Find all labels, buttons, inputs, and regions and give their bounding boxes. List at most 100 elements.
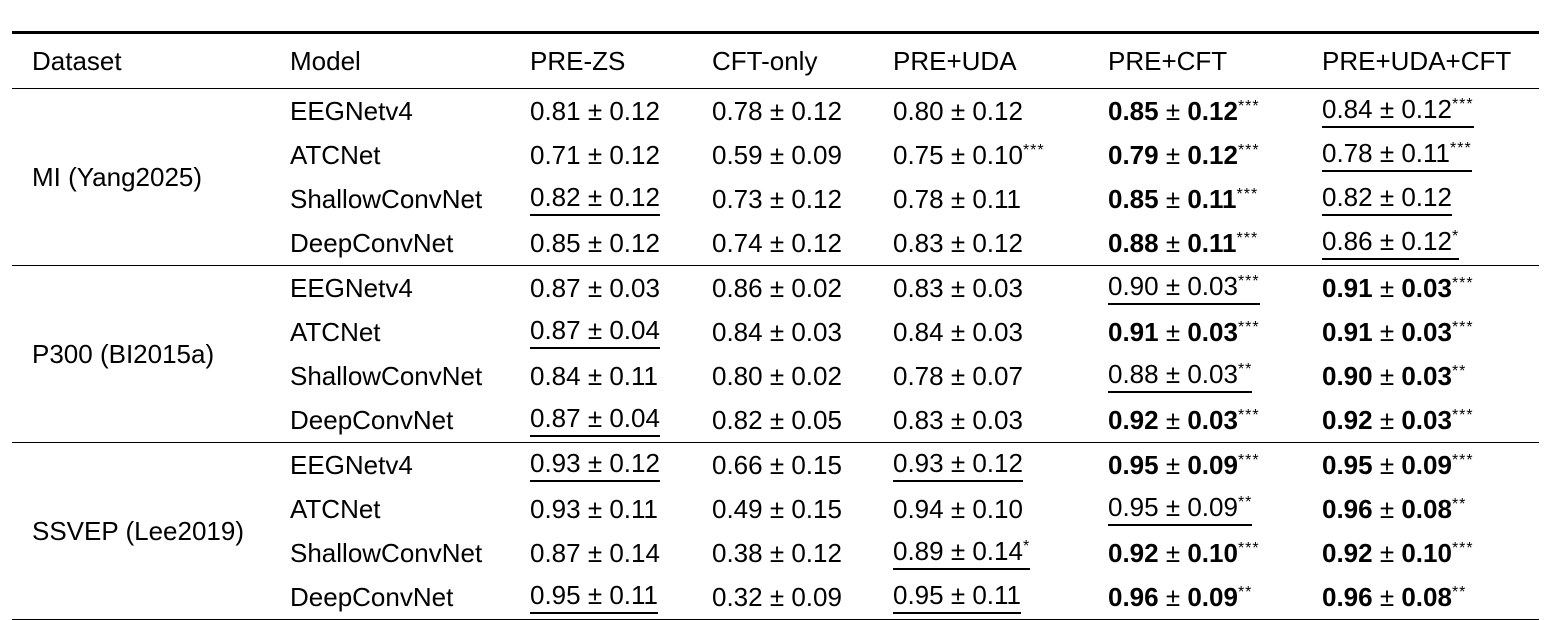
- significance-stars: **: [1451, 362, 1467, 380]
- significance-stars: ***: [1237, 318, 1260, 336]
- result-value: 0.78 ± 0.11: [893, 183, 1022, 214]
- result-value: 0.73 ± 0.12: [712, 183, 842, 214]
- result-value: 0.82 ± 0.12: [530, 182, 660, 216]
- result-cell: 0.95 ± 0.11: [893, 575, 1108, 620]
- result-value: 0.90 ± 0.03**: [1322, 360, 1467, 391]
- result-value: 0.84 ± 0.03: [712, 316, 842, 347]
- result-cell: 0.87 ± 0.04: [530, 398, 712, 443]
- result-cell: 0.92 ± 0.03***: [1108, 398, 1322, 443]
- table-row: ShallowConvNet 0.82 ± 0.12 0.73 ± 0.12 0.78…: [12, 177, 1539, 221]
- table-row: SSVEP (Lee2019) EEGNetv4 0.93 ± 0.12 0.66 ±…: [12, 443, 1539, 545]
- result-cell: 0.85 ± 0.11***: [1108, 177, 1322, 221]
- result-value: 0.92 ± 0.03***: [1108, 404, 1260, 435]
- result-value: 0.95 ± 0.09***: [1322, 449, 1474, 480]
- result-cell: 0.49 ± 0.15: [712, 487, 893, 531]
- result-cell: 0.93 ± 0.12: [530, 443, 712, 488]
- table-row: MI (Yang2025) EEGNetv4 0.81 ± 0.12 0.78 ± 0…: [12, 89, 1539, 192]
- result-cell: 0.86 ± 0.02: [712, 266, 893, 311]
- result-cell: 0.78 ± 0.07: [893, 354, 1108, 398]
- model-label: ShallowConvNet: [290, 183, 483, 214]
- result-value: 0.82 ± 0.05: [712, 404, 842, 435]
- result-cell: 0.84 ± 0.03: [712, 310, 893, 354]
- result-cell: 0.90 ± 0.03***: [1108, 266, 1322, 311]
- result-value: 0.88 ± 0.11***: [1108, 227, 1259, 258]
- result-value: 0.96 ± 0.09**: [1108, 581, 1253, 612]
- result-value: 0.93 ± 0.12: [893, 448, 1023, 482]
- result-cell: 0.85 ± 0.12***: [1108, 89, 1322, 134]
- model-label: EEGNetv4: [290, 272, 413, 303]
- table-row: DeepConvNet 0.95 ± 0.11 0.32 ± 0.09 0.95 ± …: [12, 575, 1539, 620]
- significance-stars: **: [1451, 583, 1467, 601]
- result-cell: 0.92 ± 0.10***: [1322, 531, 1539, 575]
- column-header-pre-uda-cft: PRE+UDA+CFT: [1322, 45, 1512, 76]
- column-header-pre-uda: PRE+UDA: [893, 45, 1017, 76]
- result-cell: 0.87 ± 0.14: [530, 531, 712, 575]
- result-cell: 0.90 ± 0.03**: [1322, 354, 1539, 398]
- result-value: 0.91 ± 0.03***: [1322, 272, 1474, 303]
- result-cell: 0.91 ± 0.03***: [1322, 310, 1539, 354]
- dataset-label: P300 (BI2015a): [32, 338, 215, 369]
- column-header-cft-only: CFT-only: [712, 45, 818, 76]
- column-header-dataset: Dataset: [32, 45, 122, 76]
- result-cell: 0.82 ± 0.05: [712, 398, 893, 443]
- result-value: 0.87 ± 0.03: [530, 272, 660, 303]
- result-value: 0.95 ± 0.11: [530, 580, 659, 614]
- column-header-pre-cft: PRE+CFT: [1108, 45, 1228, 76]
- result-cell: 0.75 ± 0.10***: [893, 133, 1108, 177]
- result-value: 0.83 ± 0.03: [893, 272, 1023, 303]
- dataset-group: MI (Yang2025) EEGNetv4 0.81 ± 0.12 0.78 ± 0…: [12, 89, 1539, 266]
- significance-stars: ***: [1451, 274, 1474, 292]
- result-value: 0.75 ± 0.10***: [893, 139, 1045, 170]
- result-cell: 0.89 ± 0.14*: [893, 531, 1108, 575]
- result-value: 0.81 ± 0.12: [530, 95, 660, 126]
- significance-stars: *: [1451, 228, 1460, 246]
- results-table-container: Dataset Model PRE-ZS CFT-only PRE+UDA PR…: [12, 31, 1539, 620]
- table-row: ATCNet 0.71 ± 0.12 0.59 ± 0.09 0.75 ± 0.10*…: [12, 133, 1539, 177]
- result-value: 0.84 ± 0.03: [893, 316, 1023, 347]
- significance-stars: ***: [1237, 97, 1260, 115]
- result-value: 0.84 ± 0.12***: [1322, 94, 1474, 128]
- model-label: ATCNet: [290, 493, 381, 524]
- result-value: 0.95 ± 0.09***: [1108, 449, 1260, 480]
- result-value: 0.78 ± 0.12: [712, 95, 842, 126]
- result-cell: 0.96 ± 0.09**: [1108, 575, 1322, 620]
- results-table: Dataset Model PRE-ZS CFT-only PRE+UDA PR…: [12, 31, 1539, 620]
- significance-stars: **: [1451, 495, 1467, 513]
- table-row: P300 (BI2015a) EEGNetv4 0.87 ± 0.03 0.86 ± …: [12, 266, 1539, 368]
- significance-stars: ***: [1237, 451, 1260, 469]
- result-cell: 0.88 ± 0.11***: [1108, 221, 1322, 266]
- table-row: DeepConvNet 0.85 ± 0.12 0.74 ± 0.12 0.83 ± …: [12, 221, 1539, 266]
- significance-stars: ***: [1451, 406, 1474, 424]
- result-value: 0.87 ± 0.04: [530, 315, 660, 349]
- dataset-label: SSVEP (Lee2019): [32, 515, 244, 546]
- result-value: 0.92 ± 0.03***: [1322, 404, 1474, 435]
- result-cell: 0.93 ± 0.12: [893, 443, 1108, 488]
- result-cell: 0.82 ± 0.12: [530, 177, 712, 221]
- result-cell: 0.78 ± 0.11: [893, 177, 1108, 221]
- result-cell: 0.80 ± 0.02: [712, 354, 893, 398]
- result-value: 0.79 ± 0.12***: [1108, 139, 1260, 170]
- result-cell: 0.81 ± 0.12: [530, 89, 712, 134]
- result-value: 0.74 ± 0.12: [712, 227, 842, 258]
- result-value: 0.88 ± 0.03**: [1108, 359, 1253, 393]
- result-cell: 0.94 ± 0.10: [893, 487, 1108, 531]
- result-value: 0.80 ± 0.12: [893, 95, 1023, 126]
- model-label: ShallowConvNet: [290, 360, 483, 391]
- model-label: ATCNet: [290, 316, 381, 347]
- result-value: 0.32 ± 0.09: [712, 581, 842, 612]
- model-label: ATCNet: [290, 139, 381, 170]
- header-row: Dataset Model PRE-ZS CFT-only PRE+UDA PR…: [12, 33, 1539, 89]
- result-value: 0.80 ± 0.02: [712, 360, 842, 391]
- result-cell: 0.71 ± 0.12: [530, 133, 712, 177]
- result-value: 0.78 ± 0.07: [893, 360, 1023, 391]
- result-value: 0.95 ± 0.09**: [1108, 492, 1253, 526]
- result-cell: 0.91 ± 0.03***: [1108, 310, 1322, 354]
- result-value: 0.71 ± 0.12: [530, 139, 660, 170]
- result-cell: 0.92 ± 0.10***: [1108, 531, 1322, 575]
- result-cell: 0.96 ± 0.08**: [1322, 575, 1539, 620]
- result-value: 0.59 ± 0.09: [712, 139, 842, 170]
- result-value: 0.66 ± 0.15: [712, 449, 842, 480]
- result-value: 0.78 ± 0.11***: [1322, 138, 1472, 172]
- result-cell: 0.79 ± 0.12***: [1108, 133, 1322, 177]
- significance-stars: ***: [1451, 451, 1474, 469]
